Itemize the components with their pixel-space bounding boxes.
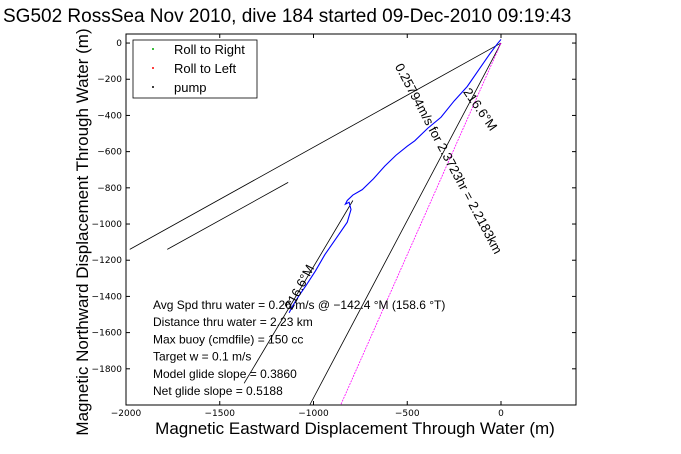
plot-frame bbox=[125, 33, 577, 406]
y-tick-label: −400 bbox=[97, 111, 122, 121]
legend-label: Roll to Left bbox=[174, 61, 237, 76]
cone-line bbox=[167, 182, 289, 250]
legend-marker bbox=[152, 48, 154, 50]
legend-marker bbox=[152, 67, 154, 69]
plot-lines bbox=[129, 39, 502, 406]
y-axis-label: Magnetic Northward Displacement Through … bbox=[73, 28, 92, 435]
stats-block: Avg Spd thru water = 0.26 m/s @ −142.4 °… bbox=[153, 298, 445, 398]
legend: Roll to Right Roll to Left pump bbox=[132, 39, 258, 99]
x-tick-label: −500 bbox=[395, 409, 420, 419]
cone-line bbox=[129, 42, 502, 250]
chart-title: SG502 RossSea Nov 2010, dive 184 started… bbox=[3, 6, 571, 27]
y-tick-label: −800 bbox=[97, 184, 122, 194]
y-tick-label: 0 bbox=[116, 39, 122, 49]
stat-line: Avg Spd thru water = 0.26 m/s @ −142.4 °… bbox=[153, 298, 445, 312]
annotations: 216.6°M0.25794m/s for 2.3723hr = 2.2183k… bbox=[281, 61, 505, 312]
series-line-track bbox=[288, 39, 502, 313]
stat-line: Model glide slope = 0.3860 bbox=[153, 367, 297, 381]
axis-ticks: −2000 −1500 −1000 −500 0 0 −200 −400 −600 −800 −10… bbox=[92, 34, 576, 419]
y-tick-label: −1800 bbox=[92, 365, 123, 375]
path-annotation: 0.25794m/s for 2.3723hr = 2.2183km bbox=[392, 61, 506, 257]
x-tick-label: −1000 bbox=[298, 409, 329, 419]
stat-line: Distance thru water = 2.23 km bbox=[153, 315, 313, 329]
legend-label: Roll to Right bbox=[174, 42, 245, 57]
stat-line: Net glide slope = 0.5188 bbox=[153, 384, 283, 398]
y-tick-label: −1000 bbox=[92, 220, 123, 230]
y-tick-label: −1600 bbox=[92, 329, 123, 339]
y-tick-label: −1400 bbox=[92, 292, 123, 302]
y-tick-label: −1200 bbox=[92, 256, 123, 266]
stat-line: Target w = 0.1 m/s bbox=[153, 350, 251, 364]
x-tick-label: −1500 bbox=[205, 409, 236, 419]
x-axis-label: Magnetic Eastward Displacement Through W… bbox=[155, 419, 555, 438]
cone-line bbox=[309, 42, 502, 406]
stat-line: Max buoy (cmdfile) = 150 cc bbox=[153, 332, 303, 346]
y-tick-label: −200 bbox=[97, 75, 122, 85]
legend-marker bbox=[152, 86, 154, 88]
x-tick-label: 0 bbox=[498, 409, 504, 419]
legend-label: pump bbox=[174, 80, 207, 95]
y-tick-label: −600 bbox=[97, 148, 122, 158]
x-tick-label: −2000 bbox=[111, 409, 142, 419]
cone-line bbox=[243, 200, 354, 384]
